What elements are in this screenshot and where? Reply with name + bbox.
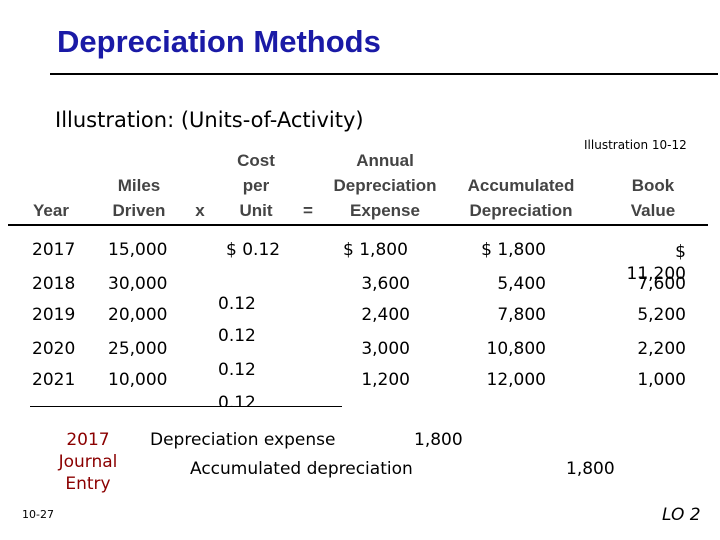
clipped-cell: 0.12 [218, 393, 258, 406]
cell-expense: 1,200 [361, 370, 410, 390]
cell-miles: 20,000 [108, 305, 168, 325]
journal-credit-account: Accumulated depreciation [190, 459, 413, 479]
header-divider [8, 224, 708, 226]
cell-year: 2018 [32, 274, 76, 294]
journal-entry-label: 2017 Journal Entry [58, 430, 118, 494]
cell-book-value: 5,200 [637, 305, 686, 325]
cell-cost-per-unit: 0.12 [218, 360, 256, 380]
table-bottom-divider [30, 406, 342, 407]
header-times: x [195, 201, 205, 220]
cell-expense: 2,400 [361, 305, 410, 325]
header-annual-depreciation-expense: Annual Depreciation Expense [333, 151, 437, 220]
cell-book-value: 2,200 [637, 339, 686, 359]
header-year: Year [33, 201, 69, 220]
journal-debit-account: Depreciation expense [150, 430, 336, 450]
cell-miles: 10,000 [108, 370, 168, 390]
illustration-subtitle: Illustration: (Units-of-Activity) [55, 108, 364, 132]
cell-year: 2019 [32, 305, 76, 325]
cell-accumulated: 12,000 [486, 370, 546, 390]
header-book-value: Book Value [630, 176, 676, 220]
cell-cost-per-unit: 0.12 [218, 326, 256, 346]
illustration-reference: Illustration 10-12 [584, 138, 687, 152]
cell-miles: 30,000 [108, 274, 168, 294]
journal-debit-amount: 1,800 [414, 430, 463, 450]
cell-cost-per-unit: 0.12 [218, 393, 256, 406]
page-title: Depreciation Methods [57, 24, 381, 59]
cell-expense: $ 1,800 [343, 240, 408, 260]
header-cost-per-unit: Cost per Unit [237, 151, 275, 220]
cell-book-value: 1,000 [637, 370, 686, 390]
page-number: 10-27 [22, 508, 54, 521]
cell-accumulated: 7,800 [497, 305, 546, 325]
cell-year: 2021 [32, 370, 76, 390]
cell-accumulated: $ 1,800 [481, 240, 546, 260]
cell-year: 2020 [32, 339, 76, 359]
header-accumulated-depreciation: Accumulated Depreciation [467, 176, 575, 220]
header-equals: = [303, 201, 313, 220]
cell-cost-per-unit: 0.12 [218, 294, 256, 314]
cell-expense: 3,600 [361, 274, 410, 294]
title-divider [50, 73, 718, 75]
journal-credit-amount: 1,800 [566, 459, 615, 479]
cell-miles: 15,000 [108, 240, 168, 260]
cell-accumulated: 5,400 [497, 274, 546, 294]
cell-year: 2017 [32, 240, 76, 260]
cell-book-value: 7,600 [637, 274, 686, 294]
cell-expense: 3,000 [361, 339, 410, 359]
cell-cost-per-unit: $ 0.12 [226, 240, 281, 260]
cell-accumulated: 10,800 [486, 339, 546, 359]
cell-book-value: $ 11,200 [626, 242, 686, 284]
cell-miles: 25,000 [108, 339, 168, 359]
learning-objective-label: LO 2 [662, 505, 701, 525]
header-miles-driven: Miles Driven [112, 176, 166, 220]
